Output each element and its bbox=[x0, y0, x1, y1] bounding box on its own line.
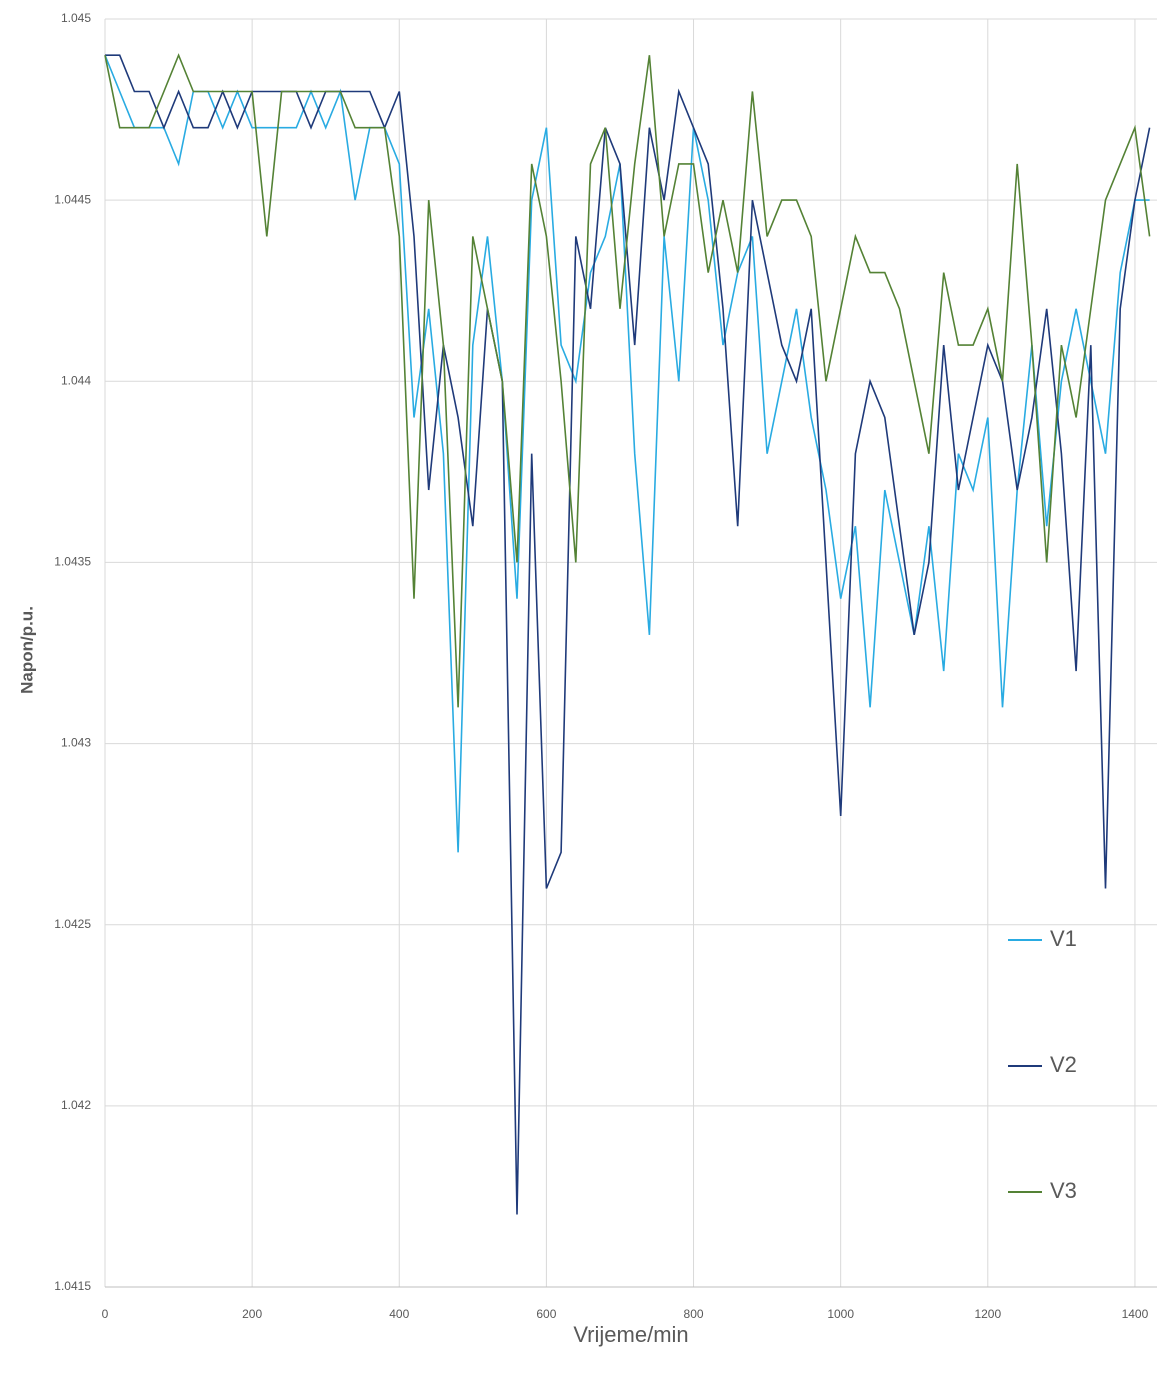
y-tick-label: 1.043 bbox=[61, 736, 91, 750]
x-tick-label: 600 bbox=[536, 1307, 556, 1321]
series-line bbox=[105, 54, 1151, 1215]
y-tick-label: 1.0415 bbox=[54, 1279, 91, 1293]
series-line bbox=[104, 54, 1150, 853]
legend-label: V1 bbox=[1050, 926, 1077, 951]
x-tick-label: 400 bbox=[389, 1307, 409, 1321]
y-tick-label: 1.045 bbox=[61, 11, 91, 25]
y-tick-label: 1.042 bbox=[61, 1098, 91, 1112]
y-tick-label: 1.044 bbox=[61, 373, 91, 387]
y-tick-label: 1.0435 bbox=[54, 555, 91, 569]
x-tick-label: 0 bbox=[102, 1307, 109, 1321]
y-tick-label: 1.0445 bbox=[54, 192, 91, 206]
y-axis-title: Napon/p.u. bbox=[17, 606, 36, 694]
series-line bbox=[104, 53, 1151, 708]
x-tick-label: 1000 bbox=[827, 1307, 854, 1321]
legend-label: V2 bbox=[1050, 1052, 1077, 1077]
x-tick-label: 800 bbox=[684, 1307, 704, 1321]
x-tick-label: 200 bbox=[242, 1307, 262, 1321]
x-axis-title: Vrijeme/min bbox=[573, 1322, 688, 1347]
x-tick-label: 1200 bbox=[974, 1307, 1001, 1321]
x-tick-label: 1400 bbox=[1122, 1307, 1149, 1321]
legend-label: V3 bbox=[1050, 1178, 1077, 1203]
y-tick-label: 1.0425 bbox=[54, 917, 91, 931]
